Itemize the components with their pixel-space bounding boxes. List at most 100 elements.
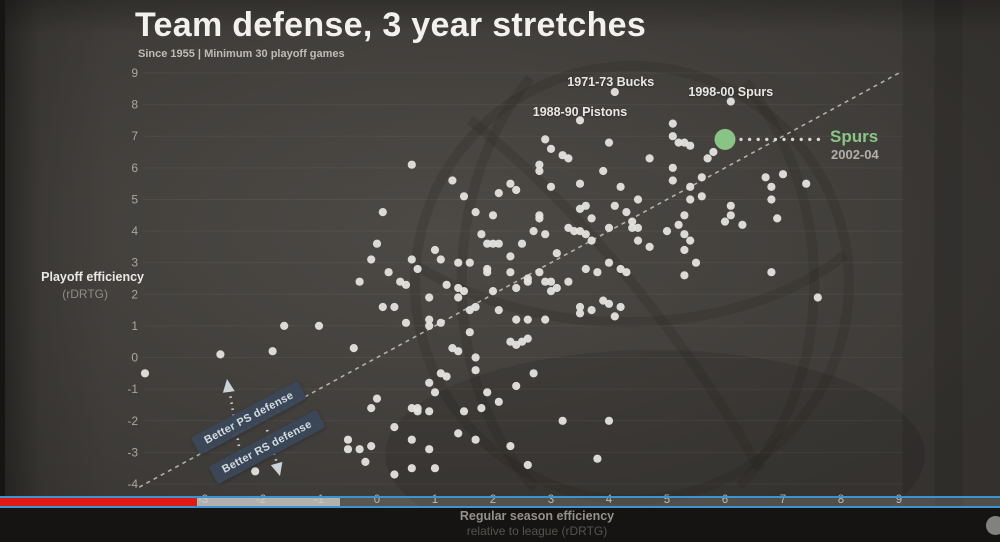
data-point <box>483 268 492 277</box>
data-point <box>425 407 434 416</box>
data-point <box>216 350 225 359</box>
leader-dot <box>782 137 786 142</box>
background-shadow-blob <box>385 350 925 542</box>
data-point <box>436 318 445 327</box>
data-point <box>465 258 474 267</box>
data-point <box>686 195 695 204</box>
x-tick-label: 7 <box>780 494 786 506</box>
data-point <box>477 404 486 413</box>
data-point <box>738 220 747 229</box>
data-point <box>506 179 515 188</box>
data-point <box>494 189 503 198</box>
data-point <box>535 268 544 277</box>
data-point <box>633 195 643 204</box>
data-point <box>384 268 393 277</box>
data-point <box>488 287 498 296</box>
data-point <box>546 277 556 286</box>
leader-dot <box>816 137 821 142</box>
data-point <box>668 119 677 128</box>
x-tick-label: 1 <box>432 494 438 506</box>
player-bottom-bar <box>0 508 1000 542</box>
annotation-label: 1988-90 Pistons <box>532 104 628 119</box>
annotation-label: 1998-00 Spurs <box>688 84 774 99</box>
data-point <box>454 293 463 302</box>
data-point <box>407 255 416 264</box>
data-point <box>604 138 614 147</box>
basketball-watermark-icon <box>410 61 854 505</box>
data-point <box>802 179 811 188</box>
x-tick-label: 3 <box>548 494 554 506</box>
data-point <box>372 239 382 248</box>
scatter-points <box>140 87 822 479</box>
leader-dot <box>765 137 769 142</box>
y-tick-label: 9 <box>131 66 138 80</box>
annotation-label: 1971-73 Bucks <box>567 74 655 89</box>
data-point <box>401 280 411 289</box>
data-point <box>581 230 590 239</box>
data-point <box>622 268 631 277</box>
data-point <box>488 239 498 248</box>
data-point <box>343 445 353 454</box>
data-point <box>697 173 706 182</box>
data-point <box>541 135 550 144</box>
y-tick-label: 6 <box>131 161 138 175</box>
data-point <box>575 309 585 318</box>
data-point <box>680 230 689 239</box>
data-point <box>413 264 422 274</box>
data-point <box>314 321 324 330</box>
data-point <box>512 315 521 324</box>
data-point <box>726 97 735 106</box>
y-tick-label: 7 <box>131 129 138 143</box>
x-tick-label: 8 <box>838 494 844 506</box>
data-point <box>140 369 150 378</box>
data-point <box>680 211 689 220</box>
data-point <box>541 315 550 324</box>
data-point <box>686 236 695 245</box>
data-point <box>407 435 416 444</box>
data-point <box>448 176 457 185</box>
data-point <box>430 388 440 397</box>
data-point <box>767 195 776 204</box>
data-point <box>535 214 544 223</box>
data-point <box>454 429 463 438</box>
data-point <box>581 264 590 274</box>
data-point <box>813 293 822 302</box>
data-point <box>622 208 631 217</box>
data-point <box>494 397 503 406</box>
y-tick-label: 4 <box>131 224 138 238</box>
data-point <box>680 271 689 280</box>
data-point <box>367 442 376 451</box>
data-point <box>535 160 544 169</box>
data-point <box>767 268 776 277</box>
progress-bar-top-line <box>0 496 1000 498</box>
progress-bar-bottom-line <box>0 506 1000 508</box>
watermark-circle <box>986 516 1000 535</box>
data-point <box>778 170 788 179</box>
y-axis-title: Playoff efficiency <box>41 270 144 284</box>
data-point <box>575 116 585 125</box>
data-point <box>390 302 399 312</box>
data-point <box>471 208 480 217</box>
data-point <box>604 416 614 425</box>
y-axis-tick-labels: 9 8 7 6 5 4 3 2 1 0 -1 -2 -3 -4 <box>127 66 138 491</box>
data-point <box>645 154 654 163</box>
video-progress-bar[interactable] <box>0 496 1000 508</box>
data-point <box>407 160 416 169</box>
data-point <box>674 138 683 147</box>
data-point <box>442 280 451 289</box>
data-point <box>425 445 434 454</box>
data-point <box>378 302 387 312</box>
highlight-point-spurs[interactable] <box>714 128 736 150</box>
progress-buffered <box>197 498 340 506</box>
data-point <box>541 230 550 239</box>
data-point <box>633 236 643 245</box>
data-point <box>459 407 469 416</box>
y-tick-label: 1 <box>131 319 138 333</box>
leader-dot <box>747 137 752 142</box>
data-point <box>535 166 544 176</box>
chart-subtitle: Since 1955 | Minimum 30 playoff games <box>138 48 345 60</box>
data-point <box>773 214 782 223</box>
better-ps-arrowhead-icon <box>222 379 235 393</box>
data-point <box>459 287 469 296</box>
highlight-label: Spurs <box>830 127 879 146</box>
